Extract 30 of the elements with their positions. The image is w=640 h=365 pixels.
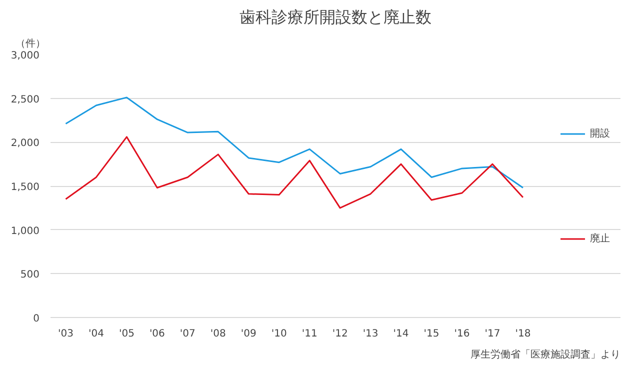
y-tick-label: 1,500 bbox=[10, 182, 40, 193]
y-axis-title: （件） bbox=[16, 38, 46, 50]
x-tick-label: '07 bbox=[180, 328, 196, 340]
x-tick-label: '10 bbox=[271, 328, 287, 340]
x-tick-label: '16 bbox=[454, 328, 470, 340]
x-tick-label: '18 bbox=[515, 328, 531, 340]
y-tick-label: 500 bbox=[20, 270, 40, 281]
x-tick-label: '06 bbox=[149, 328, 165, 340]
x-tick-label: '15 bbox=[424, 328, 440, 340]
line-series bbox=[64, 96, 524, 189]
y-tick-label: 3,000 bbox=[10, 50, 40, 62]
x-tick-label: '13 bbox=[362, 328, 378, 340]
x-tick-label: '17 bbox=[484, 328, 500, 340]
x-tick-label: '09 bbox=[240, 328, 256, 340]
y-tick-label: 2,500 bbox=[10, 94, 40, 106]
text: 厚生労働省「医療施設調査」より bbox=[470, 348, 620, 360]
x-tick-label: '05 bbox=[118, 328, 134, 340]
legend-label: 廃止 bbox=[590, 232, 610, 245]
y-tick-label: 0 bbox=[33, 314, 40, 324]
chart-title: 歯科診療所開設数と廃止数 bbox=[240, 8, 432, 26]
x-tick-label: '11 bbox=[302, 328, 318, 340]
legend-label: 開設 bbox=[590, 127, 610, 140]
y-tick-label: 2,000 bbox=[10, 138, 40, 150]
x-tick-label: '12 bbox=[332, 328, 348, 340]
x-tick-label: '14 bbox=[393, 328, 409, 340]
x-tick-label: '08 bbox=[210, 328, 226, 340]
x-tick-label: '04 bbox=[88, 328, 104, 340]
y-tick-label: 1,000 bbox=[10, 226, 40, 237]
x-tick-label: '03 bbox=[58, 328, 74, 340]
line-series bbox=[64, 136, 524, 209]
